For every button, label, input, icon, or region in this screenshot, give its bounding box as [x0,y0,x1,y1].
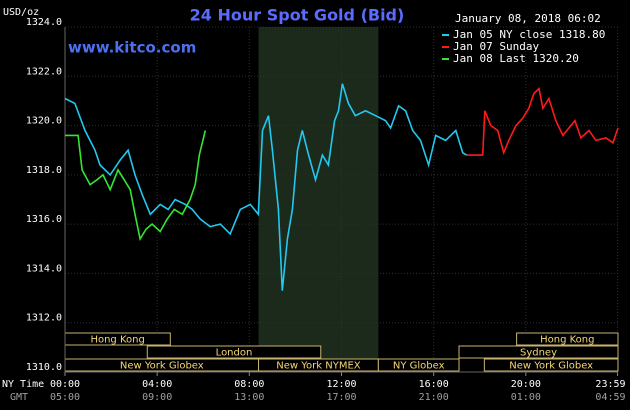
session-box [377,358,460,372]
background-layer [64,26,619,373]
session-box [483,358,619,372]
x2-tick-label: 17:00 [326,392,356,403]
unit-label: USD/oz [3,7,39,18]
y-tick-label: 1310.0 [26,362,62,373]
session-label: New York NYMEX [276,361,361,372]
x-tick-label: 04:00 [142,379,172,390]
x2-tick-label: 04:59 [595,392,625,403]
y-tick-label: 1320.0 [26,116,62,127]
y-tick-label: 1324.0 [26,17,62,28]
legend-label: Jan 07 Sunday [453,40,539,53]
price-line [65,130,207,242]
chart-title: 24 Hour Spot Gold (Bid) [190,6,405,25]
timestamp: January 08, 2018 06:02 [455,12,601,25]
y-tick-label: 1312.0 [26,313,62,324]
session-box [146,345,322,359]
x2-tick-label: 21:00 [419,392,449,403]
session-label: New York Globex [120,361,204,372]
x-tick-label: 08:00 [234,379,264,390]
session-label: Hong Kong [540,335,594,346]
session-label: NY Globex [393,361,445,372]
x-tick-label: 23:59 [595,379,625,390]
session-box [458,345,619,359]
session-label: Hong Kong [90,335,144,346]
y-tick-label: 1322.0 [26,66,62,77]
y-tick-label: 1314.0 [26,263,62,274]
legend-label: Jan 08 Last 1320.20 [453,52,579,65]
watermark: www.kitco.com [68,39,196,57]
session-box [516,332,619,346]
x-tick-label: 20:00 [511,379,541,390]
y-tick-label: 1318.0 [26,165,62,176]
x2-tick-label: 05:00 [50,392,80,403]
y-tick-label: 1316.0 [26,214,62,225]
price-line [466,87,619,156]
session-label: New York Globex [509,361,593,372]
x-tick-label: 16:00 [419,379,449,390]
session-highlight [258,27,379,372]
x2-tick-label: 13:00 [234,392,264,403]
session-label: London [216,348,253,359]
x2-tick-label: 09:00 [142,392,172,403]
session-label: Sydney [520,348,557,359]
x-tick-label: 12:00 [326,379,356,390]
legend-label: Jan 05 NY close 1318.80 [453,28,605,41]
x-tick-label: 00:00 [50,379,80,390]
price-line [64,83,468,291]
x2-row-label: GMT [10,392,28,403]
x-row-label: NY Time [2,379,44,390]
x2-tick-label: 01:00 [511,392,541,403]
